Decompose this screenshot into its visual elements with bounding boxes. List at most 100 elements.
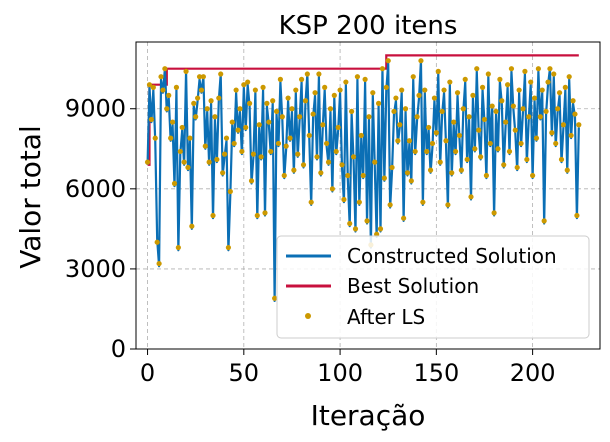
- after-ls-point: [545, 79, 551, 85]
- after-ls-point: [528, 79, 534, 85]
- after-ls-point: [250, 151, 257, 157]
- after-ls-point: [483, 172, 490, 179]
- after-ls-point: [470, 92, 476, 98]
- after-ls-point: [239, 148, 245, 155]
- after-ls-point: [414, 114, 420, 120]
- after-ls-point: [204, 106, 210, 112]
- after-ls-point: [200, 74, 206, 80]
- after-ls-point: [327, 106, 334, 112]
- after-ls-point: [381, 175, 387, 181]
- x-tick-label: 50: [229, 359, 260, 387]
- after-ls-point: [166, 92, 172, 98]
- after-ls-point: [453, 148, 459, 155]
- after-ls-point: [383, 84, 389, 90]
- after-ls-point: [416, 92, 422, 98]
- after-ls-point: [516, 87, 522, 93]
- after-ls-point: [243, 124, 249, 131]
- after-ls-point: [362, 76, 368, 82]
- after-ls-point: [202, 143, 208, 149]
- after-ls-point: [495, 146, 501, 152]
- after-ls-point: [220, 170, 226, 176]
- after-ls-point: [375, 100, 382, 106]
- after-ls-point: [185, 164, 191, 171]
- after-ls-point: [429, 140, 436, 147]
- after-ls-point: [497, 76, 503, 82]
- chart-title: KSP 200 itens: [279, 11, 458, 41]
- after-ls-point: [279, 114, 285, 120]
- after-ls-point: [379, 66, 386, 72]
- after-ls-point: [198, 87, 205, 93]
- after-ls-point: [270, 98, 276, 104]
- after-ls-point: [275, 140, 282, 147]
- after-ls-point: [295, 151, 301, 157]
- after-ls-point: [541, 218, 547, 224]
- after-ls-point: [312, 90, 318, 96]
- after-ls-point: [397, 122, 403, 128]
- after-ls-point: [164, 106, 170, 112]
- after-ls-point: [504, 82, 511, 88]
- after-ls-point: [468, 194, 474, 200]
- after-ls-point: [325, 159, 332, 165]
- after-ls-point: [277, 76, 283, 82]
- after-ls-point: [283, 143, 289, 149]
- after-ls-point: [168, 135, 174, 141]
- after-ls-point: [193, 114, 199, 120]
- after-ls-point: [385, 58, 391, 64]
- after-ls-point: [187, 135, 193, 141]
- after-ls-point: [322, 84, 328, 90]
- after-ls-point: [268, 148, 274, 155]
- after-ls-point: [464, 156, 470, 163]
- after-ls-point: [206, 159, 212, 165]
- y-tick-label: 3000: [65, 255, 126, 283]
- after-ls-point: [568, 132, 574, 139]
- after-ls-point: [169, 119, 176, 125]
- after-ls-point: [391, 108, 397, 115]
- after-ls-point: [518, 140, 524, 147]
- after-ls-point: [370, 90, 376, 96]
- after-ls-point: [426, 124, 432, 131]
- after-ls-point: [189, 223, 195, 229]
- after-ls-point: [524, 156, 530, 163]
- after-ls-point: [566, 74, 572, 80]
- after-ls-point: [196, 74, 203, 80]
- after-ls-point: [412, 148, 418, 155]
- after-ls-point: [179, 124, 185, 131]
- after-ls-point: [564, 167, 570, 173]
- after-ls-point: [435, 68, 441, 74]
- legend: Constructed Solution Best Solution After…: [276, 235, 590, 339]
- after-ls-point: [285, 95, 291, 101]
- after-ls-point: [508, 66, 515, 72]
- after-ls-point: [231, 140, 237, 147]
- after-ls-point: [152, 135, 158, 141]
- after-ls-point: [506, 148, 513, 155]
- after-ls-point: [341, 196, 347, 203]
- after-ls-point: [297, 114, 303, 120]
- after-ls-point: [512, 127, 518, 133]
- after-ls-point: [360, 172, 366, 179]
- after-ls-point: [489, 103, 495, 109]
- after-ls-point: [148, 116, 154, 123]
- after-ls-point: [522, 68, 528, 74]
- after-ls-point: [493, 108, 499, 115]
- after-ls-point: [526, 114, 532, 120]
- after-ls-point: [366, 114, 372, 120]
- after-ls-point: [150, 84, 156, 90]
- x-tick-label: 100: [317, 359, 363, 387]
- after-ls-point: [401, 215, 407, 221]
- after-ls-point: [160, 87, 166, 93]
- after-ls-point: [254, 212, 260, 219]
- after-ls-point: [510, 103, 516, 109]
- after-ls-point: [543, 108, 549, 115]
- after-ls-point: [437, 159, 443, 165]
- after-ls-point: [439, 108, 445, 115]
- after-ls-point: [387, 202, 393, 208]
- after-ls-point: [377, 226, 384, 232]
- after-ls-point: [316, 71, 322, 77]
- after-ls-point: [501, 162, 507, 168]
- after-ls-point: [337, 87, 343, 93]
- after-ls-point: [216, 95, 222, 101]
- after-ls-point: [520, 106, 526, 112]
- after-ls-point: [547, 66, 553, 72]
- after-ls-point: [245, 79, 251, 85]
